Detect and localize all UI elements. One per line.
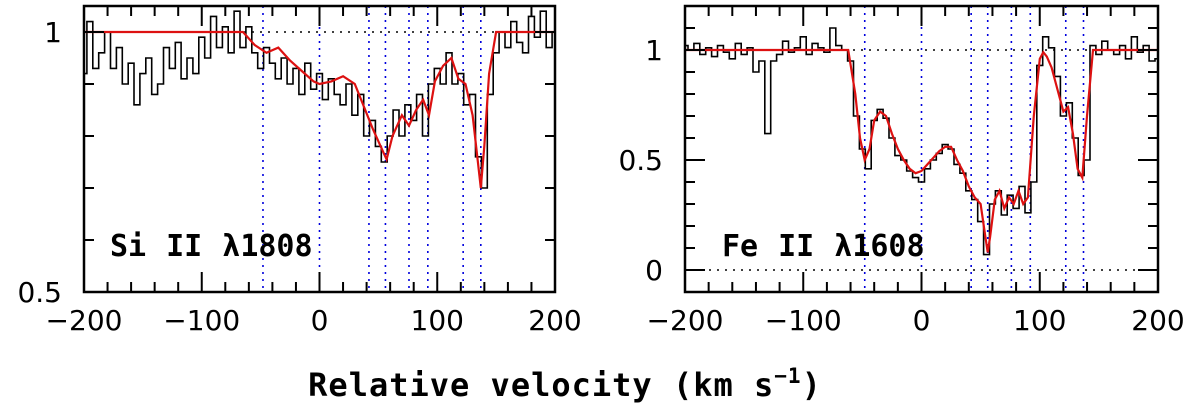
x-tick-label: −100 [163, 304, 240, 337]
x-tick-label: 100 [1013, 304, 1066, 337]
y-tick-label: 1 [44, 16, 62, 49]
x-axis-label-superscript: −1 [774, 364, 801, 388]
x-axis-label-close: ) [802, 366, 822, 404]
x-tick-label: 100 [411, 304, 464, 337]
model-fit-line [685, 48, 1158, 253]
ion-label-stage: II [778, 229, 814, 264]
x-tick-label: 200 [1131, 304, 1184, 337]
ion-label: Si II λ1808 [110, 229, 313, 264]
ion-label-element: Fe [722, 229, 758, 264]
model-fit-line [84, 30, 555, 189]
x-tick-label: −200 [46, 304, 123, 337]
x-tick-label: 0 [311, 304, 329, 337]
y-tick-label: 0.5 [17, 276, 62, 309]
y-tick-label: 0 [645, 254, 663, 287]
spectrum-line [685, 27, 1158, 256]
ion-label-lambda: λ [222, 229, 240, 264]
x-axis-label: Relative velocity (km s−1) [308, 364, 822, 404]
ion-label-lambda: λ [834, 229, 852, 264]
y-tick-label: 0.5 [618, 144, 663, 177]
x-tick-label: −200 [647, 304, 724, 337]
ion-label-wavelength: 1808 [240, 229, 312, 264]
ion-label-element: Si [110, 229, 146, 264]
panel-fe-ii-1608: −200 −100 0 100 200 0 0.5 1 Fe II λ1608 [618, 4, 1185, 337]
ion-label-wavelength: 1608 [852, 229, 924, 264]
ion-label: Fe II λ1608 [722, 229, 925, 264]
x-tick-label: −100 [765, 304, 842, 337]
x-axis-label-text: Relative velocity (km s [308, 366, 774, 404]
x-tick-label: 200 [528, 304, 581, 337]
y-tick-label: 1 [645, 34, 663, 67]
panel-si-ii-1808: −200 −100 0 100 200 0.5 1 Si II λ1808 [17, 4, 582, 337]
x-tick-label: 0 [913, 304, 931, 337]
ion-label-stage: II [166, 229, 202, 264]
